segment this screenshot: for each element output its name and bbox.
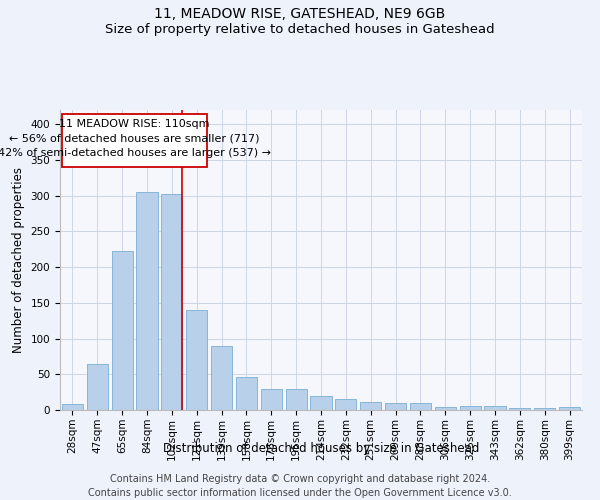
FancyBboxPatch shape — [62, 114, 208, 167]
Bar — [385, 403, 406, 410]
Bar — [460, 406, 481, 410]
Bar — [261, 388, 282, 410]
Bar — [186, 310, 207, 410]
Text: 11, MEADOW RISE, GATESHEAD, NE9 6GB: 11, MEADOW RISE, GATESHEAD, NE9 6GB — [154, 8, 446, 22]
Text: 11 MEADOW RISE: 110sqm: 11 MEADOW RISE: 110sqm — [59, 120, 210, 130]
Bar — [559, 407, 580, 410]
Bar — [335, 400, 356, 410]
Bar — [484, 406, 506, 410]
Bar — [87, 364, 108, 410]
Y-axis label: Number of detached properties: Number of detached properties — [12, 167, 25, 353]
Bar — [112, 252, 133, 410]
Bar — [360, 402, 381, 410]
Bar — [310, 396, 332, 410]
Bar — [286, 388, 307, 410]
Bar — [534, 408, 555, 410]
Text: Contains HM Land Registry data © Crown copyright and database right 2024.
Contai: Contains HM Land Registry data © Crown c… — [88, 474, 512, 498]
Text: Size of property relative to detached houses in Gateshead: Size of property relative to detached ho… — [105, 22, 495, 36]
Text: 42% of semi-detached houses are larger (537) →: 42% of semi-detached houses are larger (… — [0, 148, 271, 158]
Text: ← 56% of detached houses are smaller (717): ← 56% of detached houses are smaller (71… — [10, 134, 260, 143]
Bar — [236, 377, 257, 410]
Text: Distribution of detached houses by size in Gateshead: Distribution of detached houses by size … — [163, 442, 479, 455]
Bar — [136, 192, 158, 410]
Bar — [211, 346, 232, 410]
Bar — [161, 194, 182, 410]
Bar — [62, 404, 83, 410]
Bar — [410, 403, 431, 410]
Bar — [509, 408, 530, 410]
Bar — [435, 407, 456, 410]
